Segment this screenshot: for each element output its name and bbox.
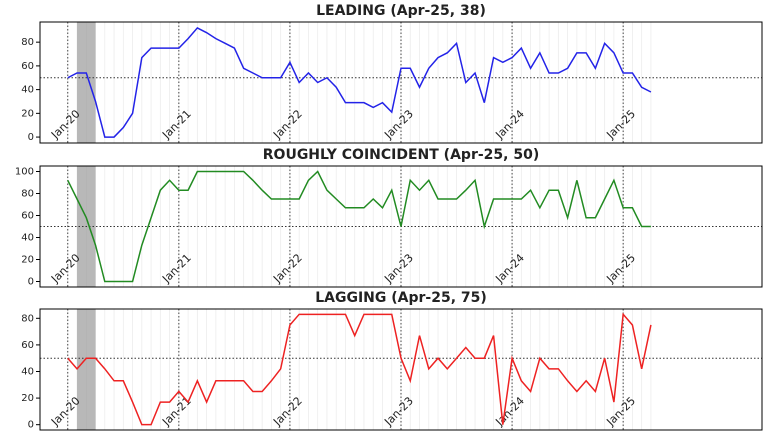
y-tick-label: 60 [21,61,34,72]
y-tick-label: 0 [28,132,34,143]
chart-title: LAGGING (Apr-25, 75) [315,290,487,306]
y-tick-label: 20 [21,255,34,266]
series-line [67,312,652,426]
axes-frame [39,165,763,288]
y-tick-label: 0 [28,420,34,431]
y-tick-label: 20 [21,393,34,404]
y-tick-label: 20 [21,108,34,119]
chart-title: LEADING (Apr-25, 38) [316,3,486,19]
shaded-period [77,309,96,430]
shaded-period [77,22,96,143]
y-tick-label: 80 [21,313,34,324]
y-tick-label: 0 [28,277,34,288]
y-tick-label: 60 [21,340,34,351]
series-line [67,170,651,283]
y-tick-label: 40 [21,366,34,377]
y-tick-label: 80 [21,189,34,200]
series-line [67,26,652,138]
y-tick-label: 60 [21,211,34,222]
y-tick-label: 40 [21,233,34,244]
axes-frame [39,21,763,144]
y-tick-label: 80 [21,37,34,48]
axes-frame [39,308,763,431]
chart-title: ROUGHLY COINCIDENT (Apr-25, 50) [263,147,539,163]
y-tick-label: 100 [15,167,34,178]
y-tick-label: 40 [21,85,34,96]
